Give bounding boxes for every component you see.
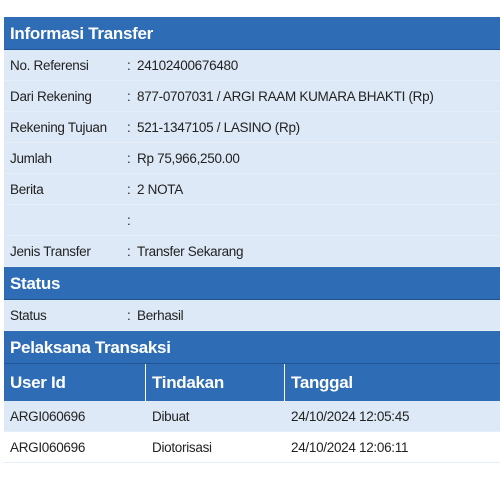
table-row: ARGI060696 Diotorisasi 24/10/2024 12:06:…: [4, 432, 500, 463]
destination-account-value: 521-1347105 / LASINO (Rp): [137, 120, 300, 135]
colon: :: [127, 89, 131, 104]
column-user-id: User Id: [4, 364, 146, 401]
user-id-cell: ARGI060696: [10, 440, 86, 455]
colon: :: [127, 213, 131, 228]
colon: :: [127, 120, 131, 135]
executor-header: Pelaksana Transaksi: [4, 331, 500, 364]
transfer-type-label: Jenis Transfer: [10, 244, 91, 259]
colon: :: [127, 58, 131, 73]
colon: :: [127, 151, 131, 166]
status-label: Status: [10, 308, 47, 323]
column-action: Tindakan: [146, 364, 285, 401]
transfer-type-row: Jenis Transfer : Transfer Sekarang: [4, 236, 500, 267]
reference-value: 24102400676480: [137, 58, 238, 73]
source-account-label: Dari Rekening: [10, 89, 92, 104]
transfer-type-value: Transfer Sekarang: [137, 244, 244, 259]
source-account-row: Dari Rekening : 877-0707031 / ARGI RAAM …: [4, 81, 500, 112]
action-cell: Dibuat: [152, 409, 190, 424]
amount-row: Jumlah : Rp 75,966,250.00: [4, 143, 500, 174]
reference-row: No. Referensi : 24102400676480: [4, 50, 500, 81]
column-date: Tanggal: [291, 373, 353, 392]
amount-label: Jumlah: [10, 151, 52, 166]
action-cell: Diotorisasi: [152, 440, 212, 455]
source-account-value: 877-0707031 / ARGI RAAM KUMARA BHAKTI (R…: [137, 89, 434, 104]
message-row: Berita : 2 NOTA: [4, 174, 500, 205]
message-value: 2 NOTA: [137, 182, 183, 197]
user-id-cell: ARGI060696: [10, 409, 86, 424]
date-cell: 24/10/2024 12:05:45: [291, 409, 410, 424]
transfer-info-header: Informasi Transfer: [4, 17, 500, 50]
colon: :: [127, 308, 131, 323]
destination-account-row: Rekening Tujuan : 521-1347105 / LASINO (…: [4, 112, 500, 143]
amount-value: Rp 75,966,250.00: [137, 151, 240, 166]
message-label: Berita: [10, 182, 44, 197]
colon: :: [127, 182, 131, 197]
destination-account-label: Rekening Tujuan: [10, 120, 107, 135]
date-cell: 24/10/2024 12:06:11: [291, 440, 409, 455]
status-value: Berhasil: [137, 308, 184, 323]
empty-label: [4, 205, 127, 235]
colon: :: [127, 244, 131, 259]
reference-label: No. Referensi: [10, 58, 89, 73]
empty-row: :: [4, 205, 500, 236]
empty-value: [137, 205, 500, 235]
status-row: Status : Berhasil: [4, 300, 500, 331]
status-header: Status: [4, 267, 500, 300]
executor-table-header: User Id Tindakan Tanggal: [4, 364, 500, 401]
table-row: ARGI060696 Dibuat 24/10/2024 12:05:45: [4, 401, 500, 432]
transfer-detail-panel: Informasi Transfer No. Referensi : 24102…: [4, 17, 500, 463]
